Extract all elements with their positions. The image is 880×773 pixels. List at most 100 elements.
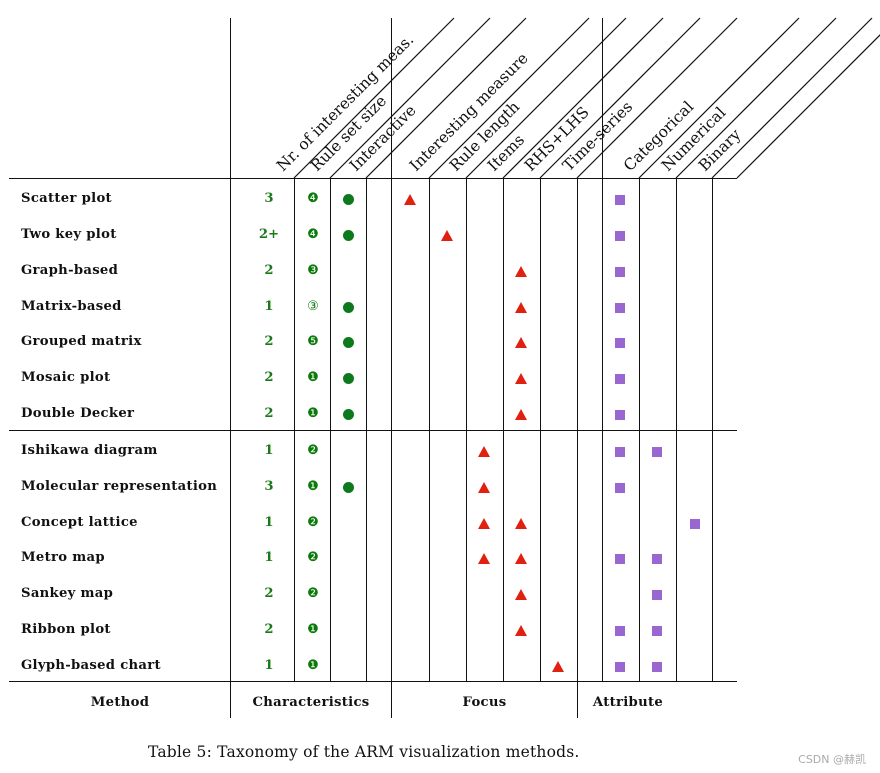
rule-set-size-badge: ❶ [307, 622, 319, 637]
interesting-measures-count: 1 [264, 658, 274, 673]
method-name: Graph-based [21, 263, 119, 278]
header-diagonal-line [675, 17, 837, 179]
interesting-measures-count: 3 [264, 479, 274, 494]
focus-triangle-icon [515, 553, 527, 564]
footer-focus-label: Focus [462, 695, 507, 710]
rule-set-size-badge: ❶ [307, 479, 319, 494]
header-diagonal-line [736, 34, 880, 179]
rule-set-size-badge: ❶ [307, 406, 319, 421]
header-diagonal-line [465, 17, 627, 179]
method-name: Ishikawa diagram [21, 443, 158, 458]
focus-triangle-icon [478, 553, 490, 564]
table-caption: Table 5: Taxonomy of the ARM visualizati… [148, 743, 580, 761]
interactive-circle-icon [343, 373, 354, 384]
method-name: Metro map [21, 550, 105, 565]
rule-set-size-badge: ❺ [307, 334, 319, 349]
attribute-square-icon [652, 447, 662, 457]
rule-set-size-badge: ❶ [307, 370, 319, 385]
interactive-circle-icon [343, 337, 354, 348]
attribute-square-icon [652, 626, 662, 636]
focus-triangle-icon [515, 409, 527, 420]
focus-triangle-icon [404, 194, 416, 205]
focus-triangle-icon [515, 337, 527, 348]
method-name: Double Decker [21, 406, 135, 421]
focus-triangle-icon [478, 446, 490, 457]
rule-set-size-badge: ❹ [307, 227, 319, 242]
header-rule [9, 178, 737, 180]
col-separator [429, 178, 431, 681]
interesting-measures-count: 1 [264, 299, 274, 314]
col-separator [466, 178, 468, 681]
interesting-measures-count: 2 [264, 406, 274, 421]
rule-set-size-badge: ❶ [307, 658, 319, 673]
rule-set-size-badge: ❷ [307, 586, 319, 601]
col-separator [366, 178, 368, 681]
footer-rule [9, 681, 737, 683]
interesting-measures-count: 2 [264, 586, 274, 601]
interesting-measures-count: 2 [264, 334, 274, 349]
focus-triangle-icon [515, 266, 527, 277]
focus-triangle-icon [441, 230, 453, 241]
focus-triangle-icon [552, 661, 564, 672]
header-diagonal-line [428, 17, 590, 179]
attribute-square-icon [615, 554, 625, 564]
attribute-square-icon [615, 231, 625, 241]
rule-set-size-badge: ❷ [307, 515, 319, 530]
col-separator [540, 178, 542, 681]
col-separator [676, 178, 678, 681]
header-diagonal-line [293, 17, 455, 179]
attribute-square-icon [615, 374, 625, 384]
method-name: Glyph-based chart [21, 658, 161, 673]
attribute-square-icon [615, 338, 625, 348]
interactive-circle-icon [343, 302, 354, 313]
column-header-label: Nr. of interesting meas. [273, 31, 417, 175]
attribute-square-icon [615, 195, 625, 205]
group-separator [391, 18, 393, 718]
focus-triangle-icon [515, 302, 527, 313]
focus-triangle-icon [515, 518, 527, 529]
attribute-square-icon [652, 554, 662, 564]
attribute-square-icon [615, 662, 625, 672]
rule-set-size-badge: ③ [307, 299, 319, 314]
header-diagonal-line [539, 17, 701, 179]
group-separator [577, 178, 579, 718]
col-separator [712, 178, 714, 681]
interesting-measures-count: 2 [264, 622, 274, 637]
col-separator [639, 178, 641, 681]
method-name: Grouped matrix [21, 334, 142, 349]
method-name: Matrix-based [21, 299, 122, 314]
footer-attribute-label: Attribute [592, 695, 664, 710]
rule-set-size-badge: ❸ [307, 263, 319, 278]
method-separator [230, 18, 232, 718]
rule-set-size-badge: ❷ [307, 550, 319, 565]
interesting-measures-count: 1 [264, 443, 274, 458]
attribute-square-icon [615, 447, 625, 457]
attribute-square-icon [615, 483, 625, 493]
interesting-measures-count: 2 [264, 370, 274, 385]
attribute-square-icon [615, 626, 625, 636]
interactive-circle-icon [343, 194, 354, 205]
attribute-square-icon [690, 519, 700, 529]
rule-set-size-badge: ❷ [307, 443, 319, 458]
interactive-circle-icon [343, 409, 354, 420]
interactive-circle-icon [343, 482, 354, 493]
focus-triangle-icon [515, 373, 527, 384]
interesting-measures-count: 3 [264, 191, 274, 206]
header-diagonal-line [502, 17, 664, 179]
footer-characteristics-label: Characteristics [252, 695, 370, 710]
method-name: Molecular representation [21, 479, 218, 494]
interactive-circle-icon [343, 230, 354, 241]
watermark: CSDN @赫凯 [798, 753, 866, 766]
col-separator [503, 178, 505, 681]
focus-triangle-icon [515, 625, 527, 636]
method-name: Two key plot [21, 227, 117, 242]
group-separator [602, 18, 604, 681]
method-name: Ribbon plot [21, 622, 111, 637]
attribute-square-icon [615, 303, 625, 313]
footer-method-label: Method [90, 695, 150, 710]
attribute-square-icon [615, 267, 625, 277]
method-name: Sankey map [21, 586, 114, 601]
rule-set-size-badge: ❹ [307, 191, 319, 206]
focus-triangle-icon [478, 518, 490, 529]
